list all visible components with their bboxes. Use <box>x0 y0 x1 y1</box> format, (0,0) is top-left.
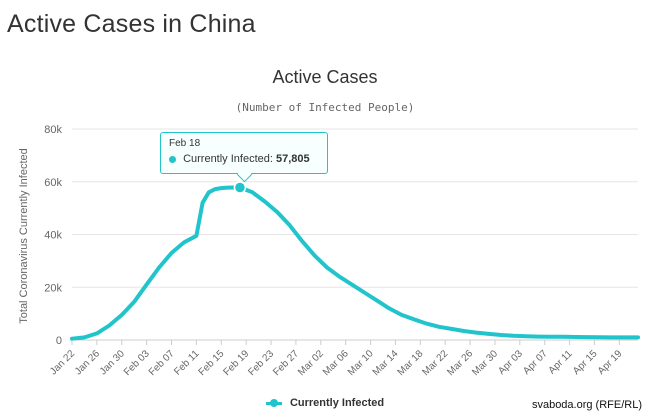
x-tick-label: Feb 27 <box>271 348 301 378</box>
chart-subtitle: (Number of Infected People) <box>235 101 415 114</box>
page-title: Active Cases in China <box>7 10 256 38</box>
tooltip-date: Feb 18 <box>169 138 201 149</box>
x-tick-label: Apr 19 <box>596 348 625 377</box>
series-line <box>70 185 640 341</box>
x-tick-label: Feb 23 <box>246 348 276 378</box>
legend-marker <box>265 398 282 407</box>
tooltip-series-marker <box>169 155 176 163</box>
tooltip: Feb 18 Currently Infected: 57,805 <box>160 132 328 174</box>
y-tick-label: 20k <box>44 282 62 294</box>
y-tick-label: 80k <box>44 124 62 136</box>
x-tick-label: Feb 03 <box>122 348 152 378</box>
x-tick-label: Mar 02 <box>296 348 326 378</box>
x-tick-label: Feb 11 <box>172 348 202 378</box>
x-tick-label: Mar 18 <box>396 348 426 378</box>
x-tick-label: Feb 07 <box>147 348 177 378</box>
x-tick-label: Jan 26 <box>73 348 102 377</box>
x-tick-label: Apr 07 <box>521 348 550 377</box>
legend[interactable]: Currently Infected <box>0 397 650 409</box>
x-tick-label: Apr 15 <box>571 348 600 377</box>
y-axis-ticks: 0 20k 40k 60k 80k <box>44 124 62 347</box>
gridlines <box>72 128 638 341</box>
x-tick-label: Mar 30 <box>470 348 500 378</box>
x-tick-label: Apr 11 <box>547 348 575 376</box>
tooltip-series-label: Currently Infected: <box>183 153 273 165</box>
legend-label: Currently Infected <box>289 397 385 409</box>
x-tick-label: Feb 15 <box>197 348 227 378</box>
x-tick-label: Feb 19 <box>221 348 251 378</box>
x-tick-label: Mar 26 <box>445 348 475 378</box>
series-currently-infected[interactable] <box>70 181 640 341</box>
highlighted-point <box>233 181 247 194</box>
y-tick-label: 0 <box>56 335 62 347</box>
x-tick-label: Apr 03 <box>496 348 525 377</box>
x-tick-label: Mar 22 <box>421 348 451 378</box>
x-tick-label: Mar 06 <box>321 348 351 378</box>
x-tick-label: Mar 10 <box>346 348 376 378</box>
x-tick-label: Jan 30 <box>98 348 127 377</box>
chart-title: Active Cases <box>272 67 378 87</box>
x-tick-label: Mar 14 <box>371 348 401 378</box>
x-tick-label: Jan 22 <box>48 348 77 377</box>
y-tick-label: 40k <box>44 230 62 242</box>
y-tick-label: 60k <box>44 177 62 189</box>
tooltip-value: 57,805 <box>276 153 310 165</box>
credit-text: svaboda.org (RFE/RL) <box>531 399 642 411</box>
